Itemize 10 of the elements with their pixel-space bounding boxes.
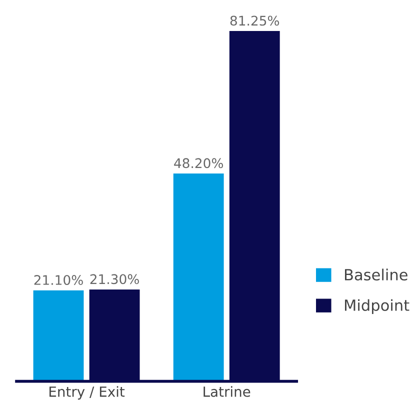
legend-label: Baseline	[344, 268, 408, 280]
data-label: 21.30%	[90, 274, 139, 284]
data-label: 48.20%	[174, 158, 224, 168]
legend-label: Midpoint	[344, 299, 410, 314]
x-tick-label: Latrine	[204, 386, 250, 397]
bar	[173, 173, 224, 382]
data-label: 21.10%	[34, 275, 83, 285]
bar	[33, 290, 84, 382]
x-tick-label: Entry / Exit	[50, 386, 125, 400]
data-label: 81.25%	[230, 16, 280, 26]
